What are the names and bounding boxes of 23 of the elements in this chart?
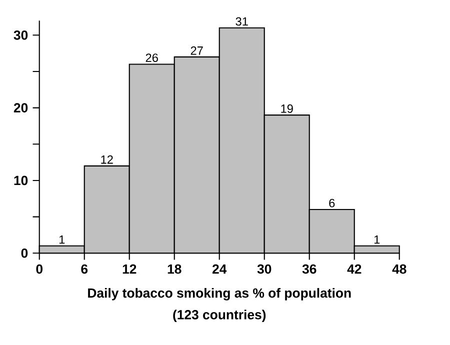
x-tick-label: 6: [81, 264, 88, 274]
data-label: 31: [236, 17, 248, 26]
x-tick-label: 18: [168, 264, 182, 274]
data-label: 12: [101, 155, 113, 164]
x-axis-title: Daily tobacco smoking as % of population: [88, 288, 351, 300]
data-label: 1: [59, 235, 65, 244]
data-label: 6: [329, 198, 335, 208]
data-label: 19: [281, 104, 293, 113]
data-label: 26: [146, 54, 158, 62]
x-tick-label: 0: [36, 264, 43, 274]
y-tick-label: 0: [21, 248, 28, 258]
y-tick-label: 10: [14, 176, 28, 186]
x-tick-label: 24: [212, 264, 227, 274]
x-tick-label: 36: [302, 264, 316, 274]
y-tick-label: 20: [14, 103, 28, 112]
y-tick-label: 30: [14, 30, 28, 40]
data-label: 1: [374, 235, 380, 244]
text: (123 countries): [173, 310, 266, 322]
x-tick-label: 48: [392, 264, 406, 274]
data-label: 27: [190, 46, 203, 55]
x-tick-label: 12: [122, 264, 136, 274]
x-tick-label: 42: [347, 264, 362, 274]
x-tick-label: 30: [257, 264, 272, 274]
